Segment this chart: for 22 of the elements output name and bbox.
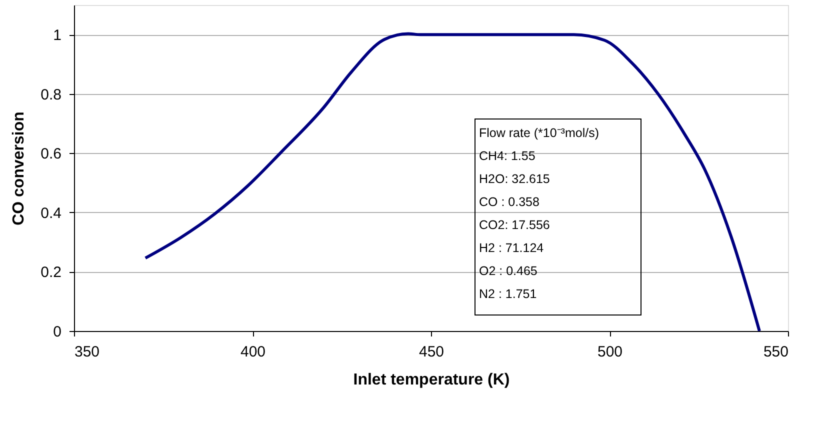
annotation: CO : 0.358 bbox=[479, 195, 540, 209]
annotation: H2 : 71.124 bbox=[479, 241, 544, 255]
x-tick-label: 450 bbox=[418, 344, 444, 360]
x-tick-label: 550 bbox=[763, 344, 788, 360]
x-axis-title: Inlet temperature (K) bbox=[353, 372, 510, 388]
annotation: N2 : 1.751 bbox=[479, 287, 537, 301]
x-tick-label: 500 bbox=[597, 344, 623, 360]
x-tick-label: 400 bbox=[240, 344, 266, 360]
y-tick-label: 0.4 bbox=[40, 204, 62, 222]
annotation: CH4: 1.55 bbox=[479, 149, 536, 163]
annotation: Flow rate (*10⁻³mol/s) bbox=[479, 126, 599, 140]
x-tick-label: 350 bbox=[74, 344, 100, 360]
y-tick-label: 0 bbox=[53, 324, 62, 340]
annotation: CO2: 17.556 bbox=[479, 218, 550, 232]
y-tick-label: 0.2 bbox=[40, 264, 62, 282]
line-series bbox=[144, 32, 761, 332]
annotation: O2 : 0.465 bbox=[479, 264, 538, 278]
annotation: H2O: 32.615 bbox=[479, 172, 550, 186]
y-tick-label: 1 bbox=[53, 27, 62, 44]
y-tick-label: 0.8 bbox=[40, 86, 62, 104]
y-tick-label: 0.6 bbox=[40, 146, 62, 163]
y-axis-title: CO conversion bbox=[10, 112, 28, 226]
